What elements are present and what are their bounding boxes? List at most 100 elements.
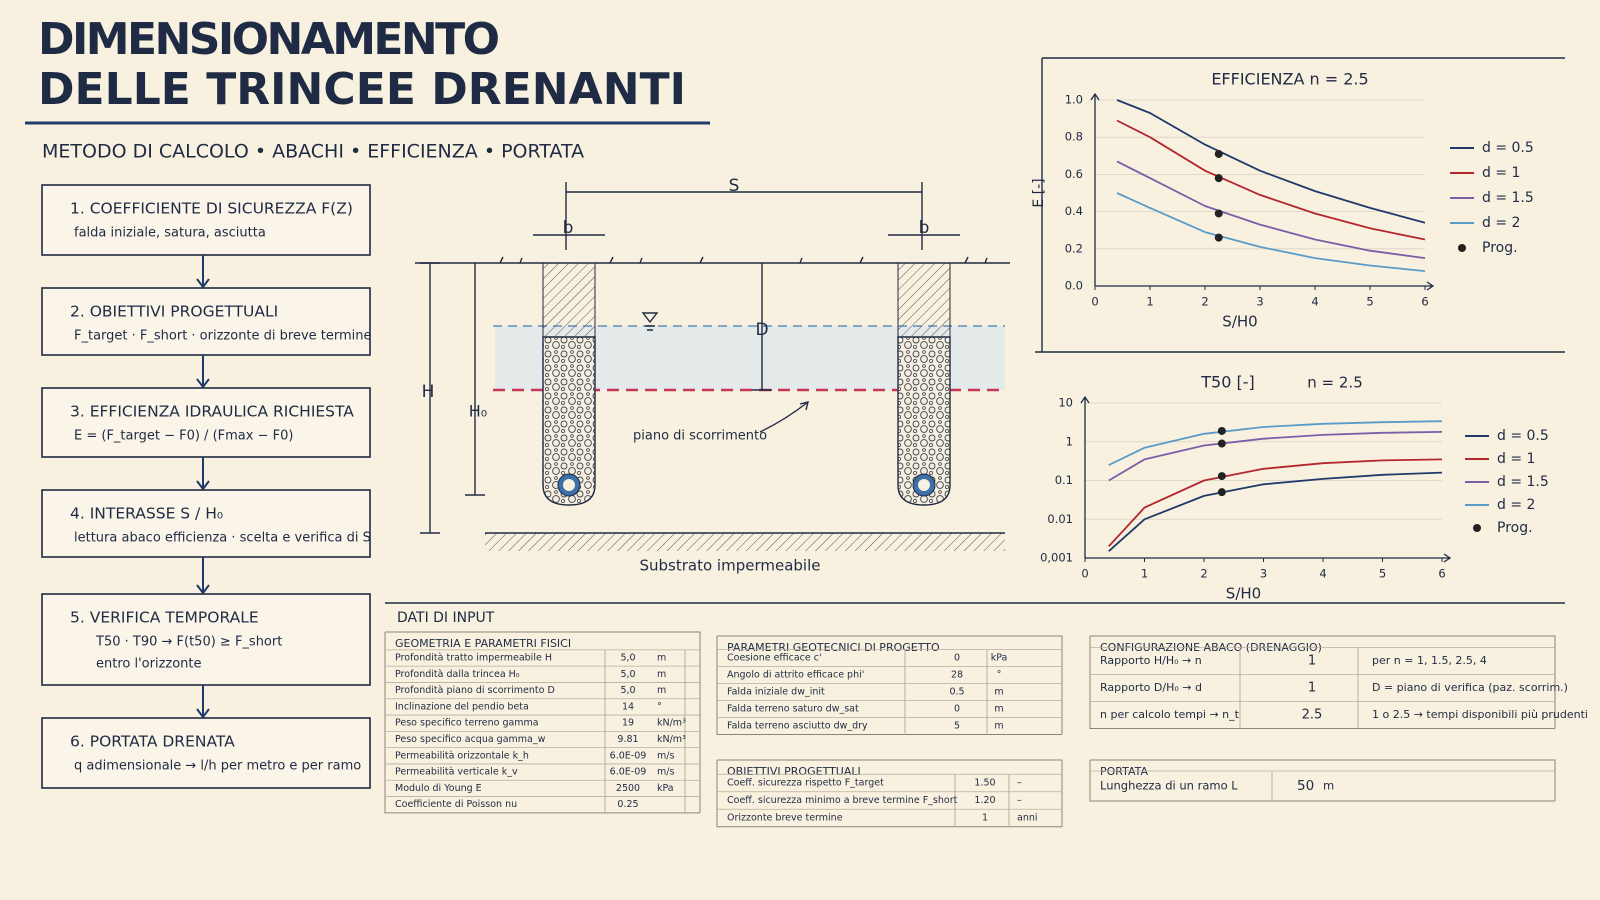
- step-title: 3. EFFICIENZA IDRAULICA RICHIESTA: [70, 403, 354, 421]
- project-point: [1214, 233, 1223, 242]
- y-tick-label: 0.1: [1055, 473, 1073, 487]
- y-tick-label: 0.01: [1047, 512, 1073, 526]
- legend-marker: [1473, 524, 1481, 532]
- axes: [1080, 395, 1452, 563]
- table-cell: Permeabilità verticale k_v: [395, 767, 518, 778]
- trench-gravel: [542, 336, 596, 506]
- x-tick-label: 3: [1260, 567, 1267, 581]
- legend-label: d = 1.5: [1497, 474, 1549, 490]
- table-cell: 5,0: [620, 653, 635, 664]
- y-tick-label: 0,001: [1040, 551, 1073, 565]
- x-tick-label: 1: [1141, 567, 1148, 581]
- axes: [1090, 92, 1435, 291]
- chart-title: EFFICIENZA n = 2.5: [1211, 70, 1368, 89]
- table-cell: m/s: [657, 767, 674, 778]
- series-line: [1108, 431, 1443, 482]
- table-title: PORTATA: [1100, 765, 1149, 778]
- step-text: lettura abaco efficienza · scelta e veri…: [74, 531, 371, 546]
- step-title: 1. COEFFICIENTE DI SICUREZZA F(Z): [70, 200, 353, 218]
- table-cell: per n = 1, 1.5, 2.5, 4: [1372, 654, 1487, 667]
- table-frame: [384, 631, 701, 814]
- table-cell: Peso specifico terreno gamma: [395, 718, 539, 729]
- table-cell: Rapporto D/H₀ → d: [1100, 681, 1202, 694]
- title: DELLE TRINCEE DRENANTI: [38, 64, 686, 115]
- step-title: 4. INTERASSE S / H₀: [70, 505, 223, 523]
- section-drawing: S b b D H H₀ piano di scorrimento Substr…: [25, 57, 1565, 604]
- series-line: [1116, 192, 1426, 272]
- series-line: [1116, 119, 1426, 241]
- input-title: DATI DI INPUT: [397, 610, 495, 626]
- substrate-hatch: [485, 533, 1005, 551]
- table-cell: 0: [954, 704, 960, 715]
- x-tick-label: 3: [1256, 295, 1263, 309]
- table-cell: –: [1017, 778, 1022, 789]
- table-cell: 1.50: [974, 778, 995, 789]
- table-cell: Orizzonte breve termine: [727, 813, 843, 824]
- series-line: [1108, 471, 1443, 552]
- series-line: [1108, 458, 1443, 547]
- table-cell: Falda iniziale dw_init: [727, 687, 825, 698]
- substrate-label: Substrato impermeabile: [640, 557, 821, 575]
- table-cell: m/s: [657, 750, 674, 761]
- dim-label: b: [563, 218, 574, 238]
- legend-label: d = 2: [1482, 215, 1520, 231]
- table-cell: D = piano di verifica (paz. scorrim.): [1372, 681, 1568, 694]
- step-text: entro l'orizzonte: [96, 657, 202, 672]
- table-cell: 1.20: [974, 795, 995, 806]
- step-text: T50 · T90 → F(t50) ≥ F_short: [95, 635, 282, 650]
- project-point: [1217, 472, 1226, 481]
- x-tick-label: 1: [1146, 295, 1153, 309]
- step-title: 5. VERIFICA TEMPORALE: [70, 609, 259, 627]
- table-cell: m: [657, 685, 666, 696]
- step-text: falda iniziale, satura, asciutta: [74, 226, 266, 241]
- legend-label: Prog.: [1497, 520, 1533, 536]
- table-cell: 50: [1297, 778, 1314, 794]
- table-cell: Falda terreno asciutto dw_dry: [727, 721, 868, 732]
- table-frame: [1089, 759, 1556, 802]
- y-tick-label: 0.6: [1065, 167, 1083, 181]
- table-frame: [1089, 635, 1556, 729]
- subtitle: METODO DI CALCOLO • ABACHI • EFFICIENZA …: [42, 141, 584, 163]
- step-box: [41, 593, 371, 686]
- table-cell: –: [1017, 795, 1022, 806]
- legend-label: d = 1: [1482, 165, 1520, 181]
- step-text: E = (F_target − F0) / (Fmax − F0): [74, 429, 293, 444]
- project-point: [1214, 174, 1223, 183]
- step-title: 2. OBIETTIVI PROGETTUALI: [70, 303, 278, 321]
- table-cell: m: [994, 704, 1003, 715]
- table-cell: Coefficiente di Poisson nu: [395, 799, 517, 810]
- table-cell: 0.25: [617, 799, 638, 810]
- step-arrow: [196, 557, 210, 595]
- table-cell: kN/m³: [657, 734, 686, 745]
- table-title: PARAMETRI GEOTECNICI DI PROGETTO: [727, 641, 940, 654]
- table-cell: Falda terreno saturo dw_sat: [727, 704, 859, 715]
- table-cell: 28: [951, 670, 963, 681]
- legend-label: d = 1.5: [1482, 190, 1534, 206]
- title: DIMENSIONAMENTO: [38, 14, 500, 65]
- table-cell: 1: [1308, 654, 1316, 669]
- x-axis-label: S/H0: [1226, 585, 1261, 603]
- dimension-lines: [420, 182, 960, 534]
- legend-label: d = 2: [1497, 497, 1535, 513]
- slip-label: piano di scorrimento: [633, 429, 767, 444]
- table-cell: 1: [1308, 681, 1316, 696]
- step-arrow: [196, 457, 210, 491]
- legend-label: d = 0.5: [1482, 140, 1534, 156]
- table-cell: 9.81: [617, 734, 638, 745]
- table-cell: m: [994, 721, 1003, 732]
- project-point: [1214, 209, 1223, 218]
- dim-label: H₀: [469, 402, 487, 421]
- step-box: [41, 287, 371, 356]
- grass: [499, 256, 988, 264]
- x-axis-label: S/H0: [1222, 313, 1257, 331]
- water-symbol: [641, 312, 659, 331]
- legend-label: d = 1: [1497, 451, 1535, 467]
- table-cell: m: [657, 653, 666, 664]
- y-tick-label: 0.8: [1065, 130, 1083, 144]
- x-tick-label: 5: [1366, 295, 1373, 309]
- x-tick-label: 6: [1438, 567, 1445, 581]
- legend-label: d = 0.5: [1497, 428, 1549, 444]
- table-cell: Rapporto H/H₀ → n: [1100, 654, 1202, 667]
- project-point: [1217, 439, 1226, 448]
